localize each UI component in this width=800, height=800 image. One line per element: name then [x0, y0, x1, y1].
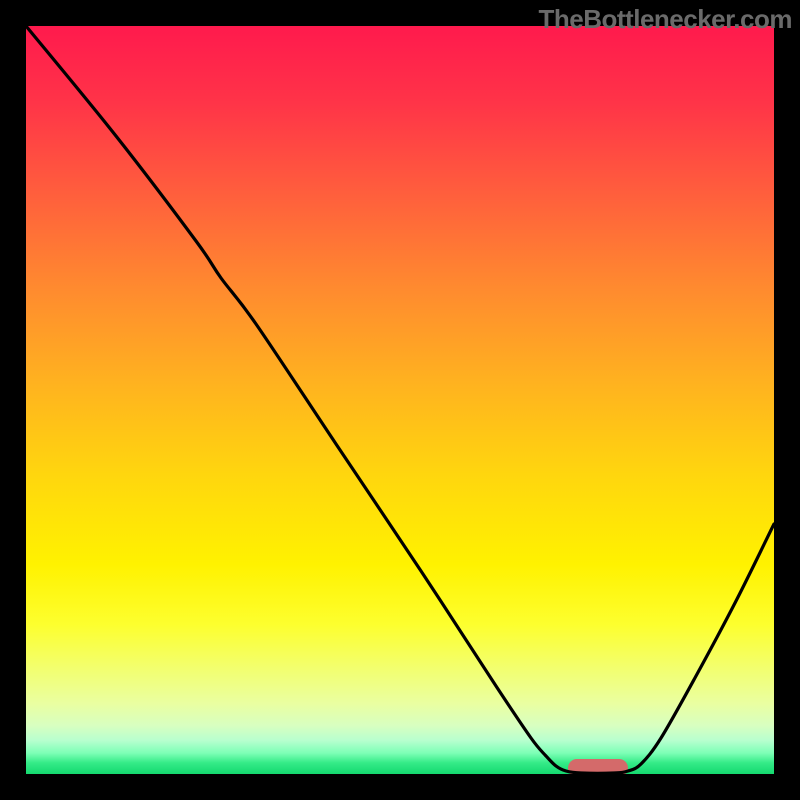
chart-frame: TheBottlenecker.com [0, 0, 800, 800]
plot-gradient-background [26, 26, 774, 774]
chart-svg [0, 0, 800, 800]
watermark-text: TheBottlenecker.com [539, 4, 792, 35]
